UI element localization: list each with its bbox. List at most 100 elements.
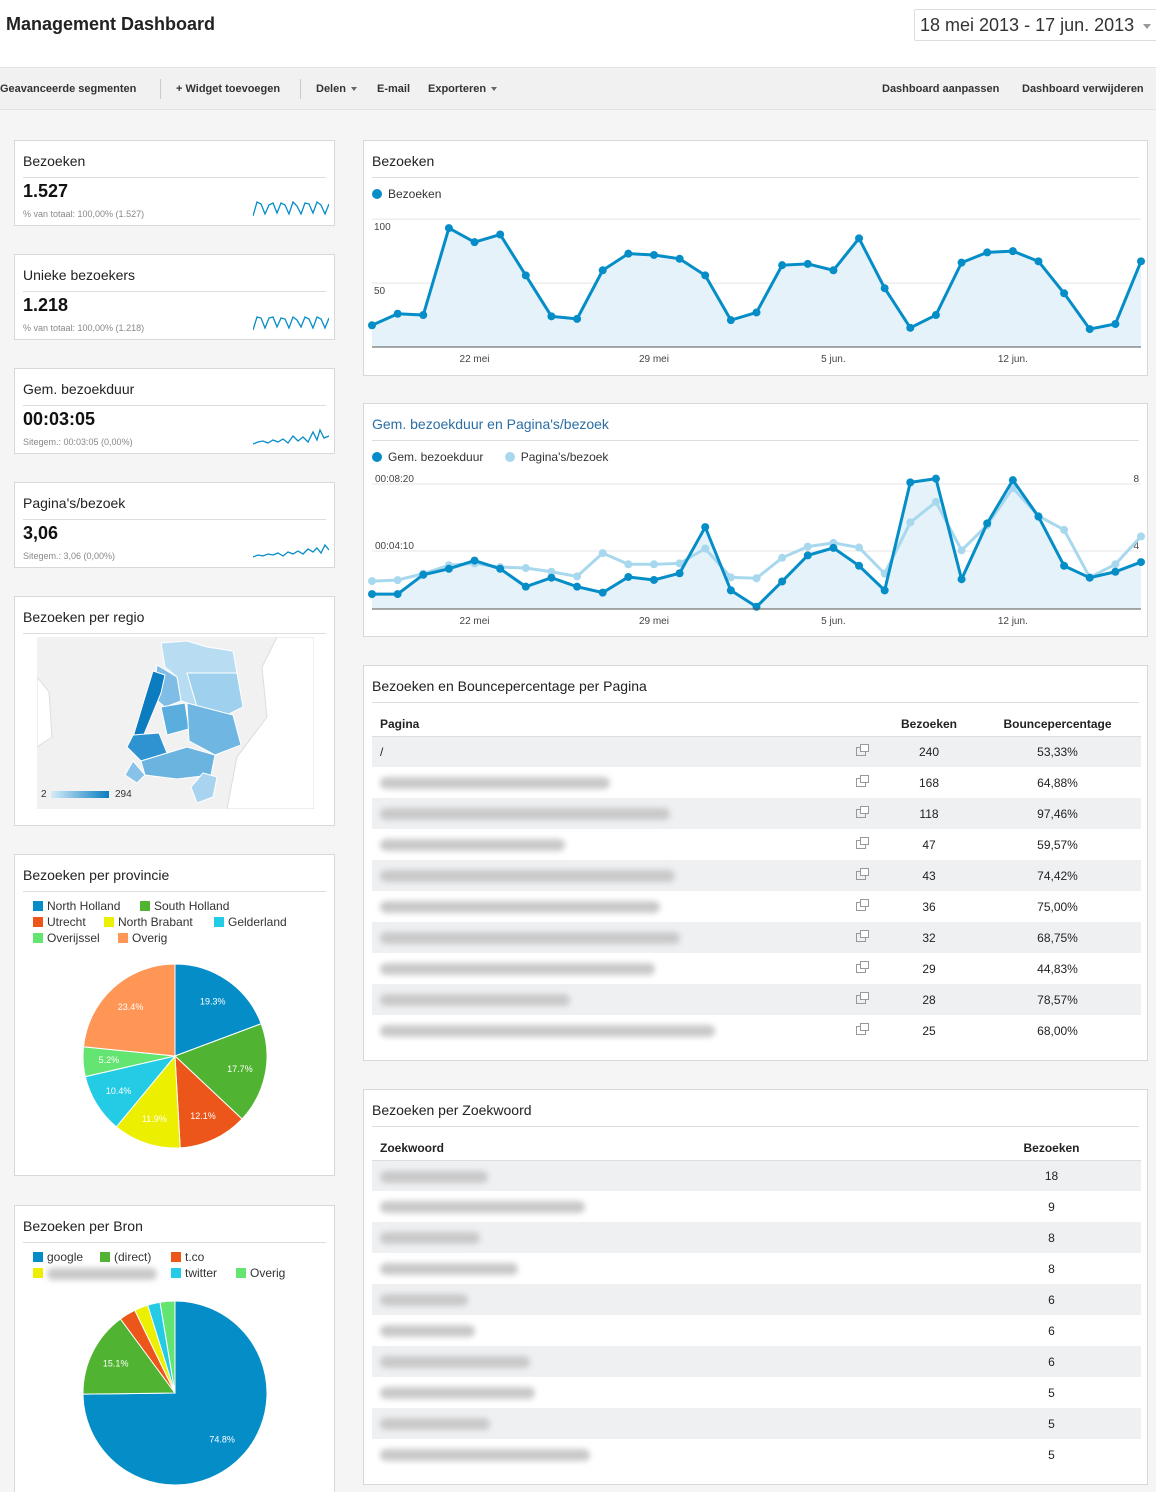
page-cell[interactable]: [372, 860, 848, 891]
keywords-table-widget[interactable]: Bezoeken per Zoekwoord Zoekwoord Bezoeke…: [363, 1089, 1148, 1485]
duration-chart-widget[interactable]: Gem. bezoekduur en Pagina's/bezoek Gem. …: [363, 403, 1148, 637]
customize-dashboard-button[interactable]: Dashboard aanpassen: [882, 83, 1000, 95]
keyword-cell[interactable]: [372, 1284, 962, 1315]
external-link-icon[interactable]: [848, 1015, 884, 1046]
page-cell[interactable]: [372, 953, 848, 984]
duration-area-chart[interactable]: 00:08:20 8 00:04:10 4 22 mei 29 mei 5 jun. 12 j…: [364, 404, 1149, 638]
data-point: [1008, 247, 1017, 256]
widget-title: Bezoeken per provincie: [23, 867, 170, 883]
column-header[interactable]: Bezoeken: [884, 712, 974, 737]
data-point: [855, 561, 864, 570]
advanced-segments-button[interactable]: Geavanceerde segmenten: [0, 83, 137, 95]
redacted-label: [47, 1267, 157, 1280]
page-cell[interactable]: [372, 767, 848, 798]
data-point: [649, 560, 658, 569]
data-point: [1085, 573, 1094, 582]
table-row[interactable]: 18: [372, 1160, 1141, 1191]
redacted-text: [380, 1356, 530, 1369]
widget-title[interactable]: Gem. bezoekduur en Pagina's/bezoek: [372, 416, 609, 432]
region-map-widget[interactable]: Bezoeken per regio 2 294: [14, 596, 335, 826]
external-link-icon[interactable]: [848, 829, 884, 860]
bounce-cell: 74,42%: [974, 860, 1141, 891]
page-cell[interactable]: [372, 1015, 848, 1046]
keyword-cell[interactable]: [372, 1439, 962, 1470]
table-row[interactable]: 29 44,83%: [372, 953, 1141, 984]
table-row[interactable]: 5: [372, 1439, 1141, 1470]
slice-label: 74.8%: [209, 1435, 235, 1445]
delete-dashboard-button[interactable]: Dashboard verwijderen: [1022, 83, 1144, 95]
email-button[interactable]: E-mail: [377, 83, 411, 95]
data-point: [931, 497, 940, 506]
table-row[interactable]: 168 64,88%: [372, 767, 1141, 798]
table-row[interactable]: 6: [372, 1346, 1141, 1377]
keyword-cell[interactable]: [372, 1377, 962, 1408]
column-header[interactable]: Bezoeken: [962, 1136, 1141, 1161]
column-header[interactable]: Bouncepercentage: [974, 712, 1141, 737]
kpi-card-unique-visitors[interactable]: Unieke bezoekers 1.218 % van totaal: 100…: [14, 254, 335, 340]
table-row[interactable]: 5: [372, 1377, 1141, 1408]
source-pie-chart[interactable]: 74.8% 15.1%: [15, 1206, 336, 1492]
data-point: [649, 250, 658, 259]
keyword-cell[interactable]: [372, 1253, 962, 1284]
date-range-picker[interactable]: 18 mei 2013 - 17 jun. 2013: [914, 9, 1156, 41]
data-point: [701, 271, 710, 280]
external-link-icon[interactable]: [848, 767, 884, 798]
table-row[interactable]: / 240 53,33%: [372, 736, 1141, 767]
export-button[interactable]: Exporteren: [428, 83, 498, 95]
table-row[interactable]: 8: [372, 1253, 1141, 1284]
external-link-icon[interactable]: [848, 953, 884, 984]
data-point: [496, 230, 505, 239]
table-row[interactable]: 6: [372, 1315, 1141, 1346]
province-pie-widget[interactable]: Bezoeken per provincie North Holland Sou…: [14, 854, 335, 1176]
column-header[interactable]: Pagina: [372, 712, 848, 737]
province-pie-chart[interactable]: 19.3% 17.7% 12.1% 11.9% 10.4% 5.2% 23.4%: [15, 855, 336, 1177]
data-point: [726, 316, 735, 325]
keyword-cell[interactable]: [372, 1408, 962, 1439]
kpi-card-visits[interactable]: Bezoeken 1.527 % van totaal: 100,00% (1.…: [14, 140, 335, 226]
table-row[interactable]: 47 59,57%: [372, 829, 1141, 860]
visits-cell: 18: [962, 1160, 1141, 1191]
page-cell[interactable]: [372, 829, 848, 860]
external-link-icon[interactable]: [848, 736, 884, 767]
kpi-card-avg-visit-duration[interactable]: Gem. bezoekduur 00:03:05 Sitegem.: 00:03…: [14, 368, 335, 454]
page-cell[interactable]: [372, 984, 848, 1015]
table-row[interactable]: 8: [372, 1222, 1141, 1253]
keyword-cell[interactable]: [372, 1222, 962, 1253]
kpi-card-pages-per-visit[interactable]: Pagina's/bezoek 3,06 Sitegem.: 3,06 (0,0…: [14, 482, 335, 568]
page-cell[interactable]: [372, 891, 848, 922]
external-link-icon[interactable]: [848, 984, 884, 1015]
chevron-down-icon: [1143, 24, 1151, 29]
external-link-icon[interactable]: [848, 860, 884, 891]
visits-line-chart[interactable]: 100 50 22 mei 29 mei 5 jun. 12 jun.: [364, 141, 1149, 377]
table-row[interactable]: 28 78,57%: [372, 984, 1141, 1015]
table-row[interactable]: 43 74,42%: [372, 860, 1141, 891]
data-point: [675, 559, 684, 568]
external-link-icon[interactable]: [848, 922, 884, 953]
page-cell[interactable]: [372, 798, 848, 829]
table-row[interactable]: 5: [372, 1408, 1141, 1439]
table-row[interactable]: 9: [372, 1191, 1141, 1222]
widget-title: Bezoeken per regio: [23, 609, 145, 625]
table-row[interactable]: 25 68,00%: [372, 1015, 1141, 1046]
visits-chart-widget[interactable]: Bezoeken Bezoeken 100 50 22 mei 29 mei 5 jun…: [363, 140, 1148, 376]
divider: [23, 891, 326, 892]
pages-table-widget[interactable]: Bezoeken en Bouncepercentage per Pagina …: [363, 665, 1148, 1061]
external-link-icon[interactable]: [848, 798, 884, 829]
column-header[interactable]: Zoekwoord: [372, 1136, 962, 1161]
page-cell[interactable]: /: [372, 736, 848, 767]
keyword-cell[interactable]: [372, 1315, 962, 1346]
external-link-icon[interactable]: [848, 891, 884, 922]
table-row[interactable]: 32 68,75%: [372, 922, 1141, 953]
visits-cell: 29: [922, 961, 936, 976]
table-row[interactable]: 6: [372, 1284, 1141, 1315]
add-widget-button[interactable]: + Widget toevoegen: [176, 83, 281, 95]
keyword-cell[interactable]: [372, 1191, 962, 1222]
keyword-cell[interactable]: [372, 1346, 962, 1377]
netherlands-map[interactable]: [37, 637, 314, 809]
keyword-cell[interactable]: [372, 1160, 962, 1191]
page-cell[interactable]: [372, 922, 848, 953]
share-button[interactable]: Delen: [316, 83, 357, 95]
table-row[interactable]: 36 75,00%: [372, 891, 1141, 922]
source-pie-widget[interactable]: Bezoeken per Bron google (direct) t.co t…: [14, 1205, 335, 1492]
table-row[interactable]: 118 97,46%: [372, 798, 1141, 829]
